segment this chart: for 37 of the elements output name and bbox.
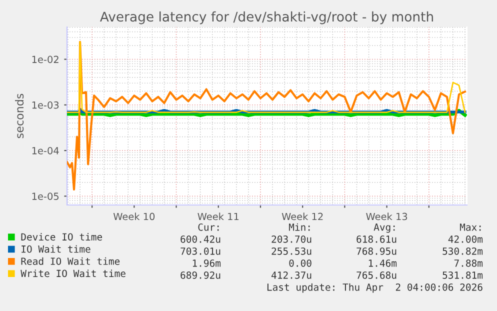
text: 0.00 (289, 259, 312, 267)
text: 412.37u (272, 271, 312, 279)
legend-label: Read IO Wait time (21, 257, 120, 265)
y-tick-label: 1e-05 (32, 192, 59, 200)
text: Cur: (198, 223, 219, 231)
text: 42.00m (448, 235, 483, 243)
legend-label: IO Wait time (22, 245, 90, 253)
text: 600.42u (180, 235, 220, 243)
x-tick-label: Week 13 (366, 212, 408, 220)
line-series (67, 41, 466, 113)
text: 768.95u (356, 247, 396, 255)
text: Last update: Thu Apr 2 04:00:06 2026 (267, 283, 482, 293)
text: 765.68u (356, 271, 396, 279)
text: 255.53u (272, 247, 312, 255)
text: 703.01u (180, 247, 220, 255)
legend-label: Device IO time (21, 233, 102, 241)
text: 531.81m (442, 271, 483, 279)
text: Min: (288, 223, 310, 231)
text: 203.70u (272, 235, 312, 243)
text: Max: (460, 224, 481, 231)
text: 7.88m (454, 259, 483, 267)
x-tick-label: Week 11 (198, 212, 239, 220)
y-tick-label: 1e-02 (32, 56, 58, 64)
x-tick-label: Week 12 (282, 212, 323, 220)
text: Avg: (374, 224, 395, 233)
text: 1.46m (368, 259, 397, 267)
line-series (67, 40, 466, 191)
x-tick-label: Week 10 (113, 212, 155, 220)
legend-label: Write IO Wait time (20, 270, 126, 278)
y-tick-label: 1e-03 (32, 101, 59, 109)
text: 689.92u (180, 271, 220, 279)
text: 1.96m (192, 259, 221, 267)
text: 530.82m (442, 247, 483, 255)
y-tick-label: 1e-04 (32, 147, 59, 154)
text: 618.61u (356, 235, 396, 243)
chart-title: Average latency for /dev/shakti-vg/root - by month (100, 11, 433, 24)
y-axis-title: seconds (15, 94, 24, 138)
